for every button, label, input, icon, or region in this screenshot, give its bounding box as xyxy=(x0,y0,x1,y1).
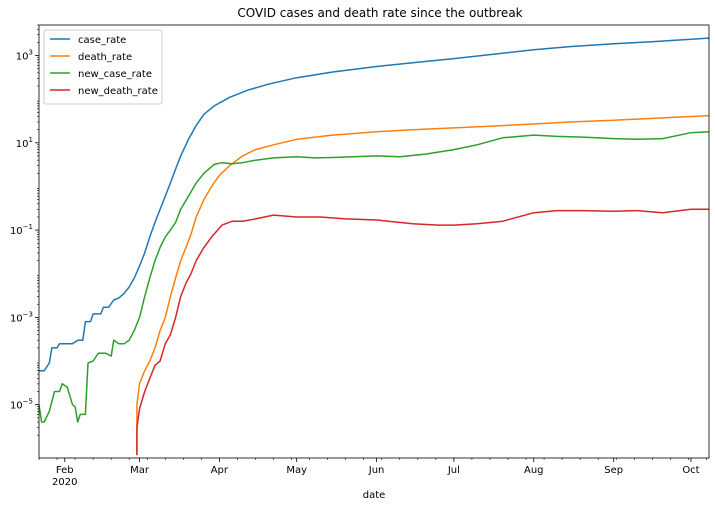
y-tick-label: 10−3 xyxy=(10,310,33,324)
x-axis-label: date xyxy=(363,490,386,501)
legend-label: new_death_rate xyxy=(78,86,158,97)
plot-area xyxy=(38,24,710,459)
series-line-case-rate xyxy=(39,37,709,372)
x-tick-sublabel: 2020 xyxy=(52,477,77,488)
x-tick-label: Sep xyxy=(604,465,623,476)
x-tick-label: Jun xyxy=(368,465,385,476)
series-line-new-death-rate xyxy=(136,208,709,456)
y-tick-label: 103 xyxy=(16,49,33,63)
y-tick-label: 10−1 xyxy=(10,223,33,237)
x-tick-label: Aug xyxy=(524,465,544,476)
legend-label: death_rate xyxy=(78,52,132,63)
series-line-death-rate xyxy=(136,114,709,456)
legend: case_rate death_rate new_case_rate new_deat… xyxy=(43,29,163,105)
series-line-new-case-rate xyxy=(39,130,709,423)
x-tick-label: Apr xyxy=(211,465,229,476)
y-tick-label: 101 xyxy=(16,136,33,150)
x-tick-label: May xyxy=(286,465,307,476)
x-tick-label: Feb xyxy=(56,465,74,476)
y-tick-label: 10−5 xyxy=(10,398,33,412)
legend-label: case_rate xyxy=(78,35,126,46)
x-tick-label: Mar xyxy=(130,465,150,476)
legend-label: new_case_rate xyxy=(78,69,152,80)
x-tick-label: Oct xyxy=(682,465,699,476)
legend-frame xyxy=(43,29,163,105)
x-tick-label: Jul xyxy=(447,465,460,476)
chart-title: COVID cases and death rate since the out… xyxy=(237,6,522,20)
